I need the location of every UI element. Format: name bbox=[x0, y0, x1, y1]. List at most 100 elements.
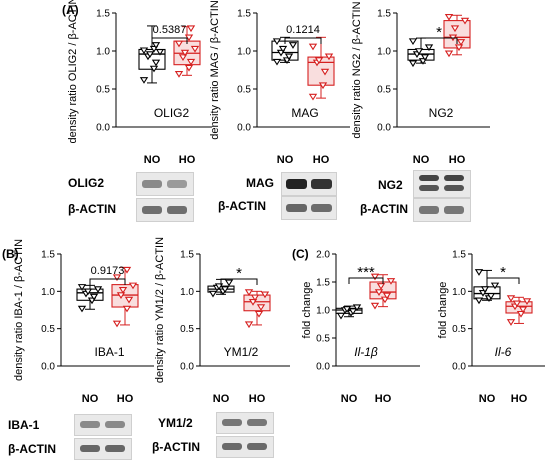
data-point bbox=[382, 292, 392, 300]
data-point bbox=[374, 289, 384, 296]
data-point bbox=[272, 58, 282, 66]
y-tick-label: 1.0 bbox=[237, 47, 251, 58]
data-point bbox=[83, 288, 93, 296]
y-tick-label: 1.0 bbox=[377, 47, 391, 58]
blot-image-olig2 bbox=[136, 172, 194, 196]
blot-band bbox=[247, 419, 267, 426]
data-point bbox=[180, 49, 190, 57]
data-point bbox=[139, 77, 149, 84]
significance-label: 0.5387 bbox=[153, 24, 187, 36]
data-point bbox=[77, 305, 87, 313]
data-point bbox=[408, 60, 418, 68]
y-tick-label: 0.5 bbox=[377, 85, 391, 96]
chart-4: 0.0 0.5 1.0 1.5 density ratio IBA-1 / β-ACTI… bbox=[13, 239, 154, 405]
data-point bbox=[444, 50, 454, 58]
significance-bracket bbox=[151, 37, 188, 44]
y-tick-label: 1.5 bbox=[452, 250, 466, 261]
blot-label-olig2: OLIG2 bbox=[68, 176, 105, 190]
data-point bbox=[77, 284, 87, 291]
chart-7: 0.0 0.5 1.0 1.5 fold change NO HO Il-6 * bbox=[437, 250, 545, 405]
data-point bbox=[414, 48, 424, 55]
x-category-label: NO bbox=[413, 154, 430, 166]
data-point bbox=[444, 14, 454, 21]
blot-band bbox=[80, 421, 100, 428]
data-point bbox=[506, 295, 516, 302]
blot-image-ym12 bbox=[216, 412, 274, 434]
data-point bbox=[112, 320, 122, 328]
blot-band bbox=[286, 204, 307, 212]
data-point bbox=[250, 294, 260, 302]
y-tick-label: 0.0 bbox=[41, 362, 55, 373]
data-point bbox=[155, 48, 165, 56]
data-point bbox=[122, 266, 132, 274]
x-category-label: HO bbox=[117, 393, 134, 405]
blot-band bbox=[142, 206, 162, 214]
data-point bbox=[308, 93, 318, 101]
chart-3: 0.0 0.5 1.0 1.5 density ratio NG2 / β-ACTIN N… bbox=[351, 1, 490, 166]
blot-image-mag-actin bbox=[281, 196, 337, 220]
blot-band bbox=[222, 443, 242, 450]
data-point bbox=[174, 40, 184, 48]
data-point bbox=[149, 65, 159, 73]
x-category-label: HO bbox=[249, 393, 266, 405]
blot-band bbox=[222, 419, 242, 426]
data-point bbox=[336, 312, 346, 320]
inner-label: Il-1β bbox=[354, 345, 378, 359]
significance-label: 0.9173 bbox=[91, 265, 125, 277]
data-point bbox=[184, 64, 194, 72]
blot-label-ng2: NG2 bbox=[378, 178, 403, 192]
y-tick-label: 1.0 bbox=[41, 287, 55, 298]
significance-label: * bbox=[236, 265, 242, 282]
blot-image-iba1-actin bbox=[74, 438, 132, 460]
data-point bbox=[408, 38, 418, 46]
data-point bbox=[151, 59, 161, 67]
blot-band bbox=[419, 185, 439, 191]
data-point bbox=[318, 82, 328, 90]
blot-label-ym12-actin: β-ACTIN bbox=[152, 440, 200, 454]
y-tick-label: 0.5 bbox=[452, 324, 466, 335]
y-tick-label: 0.5 bbox=[316, 334, 330, 345]
blot-band bbox=[444, 206, 464, 214]
panel-letter-b: (B) bbox=[2, 247, 19, 261]
data-point bbox=[178, 54, 188, 61]
x-category-label: NO bbox=[213, 393, 230, 405]
y-tick-label: 1.5 bbox=[237, 9, 251, 20]
data-point bbox=[174, 71, 184, 78]
x-category-label: NO bbox=[144, 154, 161, 166]
data-point bbox=[370, 273, 380, 281]
blot-image-olig2-actin bbox=[136, 198, 194, 222]
x-category-label: NO bbox=[82, 393, 99, 405]
blot-image-ng2-actin bbox=[413, 198, 471, 222]
data-point bbox=[474, 297, 484, 305]
y-tick-label: 1.5 bbox=[96, 9, 110, 20]
blot-label-mag: MAG bbox=[246, 176, 274, 190]
y-tick-label: 0.5 bbox=[41, 324, 55, 335]
data-point bbox=[450, 25, 460, 33]
blot-band bbox=[444, 175, 464, 181]
y-tick-label: 1.0 bbox=[316, 306, 330, 317]
data-point bbox=[506, 319, 516, 326]
y-tick-label: 1.0 bbox=[180, 287, 194, 298]
data-point bbox=[244, 321, 254, 329]
data-point bbox=[254, 310, 264, 318]
data-point bbox=[352, 304, 362, 312]
panel-letter-a: (A) bbox=[62, 3, 79, 17]
data-point bbox=[224, 279, 234, 287]
blot-band bbox=[444, 185, 464, 191]
blot-label-olig2-actin: β-ACTIN bbox=[68, 202, 116, 216]
y-tick-label: 0.5 bbox=[96, 85, 110, 96]
data-point bbox=[460, 17, 470, 25]
significance-bracket bbox=[348, 277, 384, 284]
data-point bbox=[420, 54, 430, 61]
y-tick-label: 0.0 bbox=[180, 362, 194, 373]
blot-image-ng2 bbox=[413, 170, 471, 198]
blot-band bbox=[311, 179, 332, 189]
y-tick-label: 1.0 bbox=[96, 47, 110, 58]
data-point bbox=[324, 53, 334, 61]
y-axis-label: fold change bbox=[437, 282, 449, 339]
blot-label-mag-actin: β-ACTIN bbox=[218, 199, 266, 213]
data-point bbox=[376, 283, 386, 290]
data-point bbox=[214, 283, 224, 291]
y-axis-label: density ratio OLIG2 / β-ACTIN bbox=[67, 0, 79, 143]
y-tick-label: 1.5 bbox=[180, 250, 194, 261]
